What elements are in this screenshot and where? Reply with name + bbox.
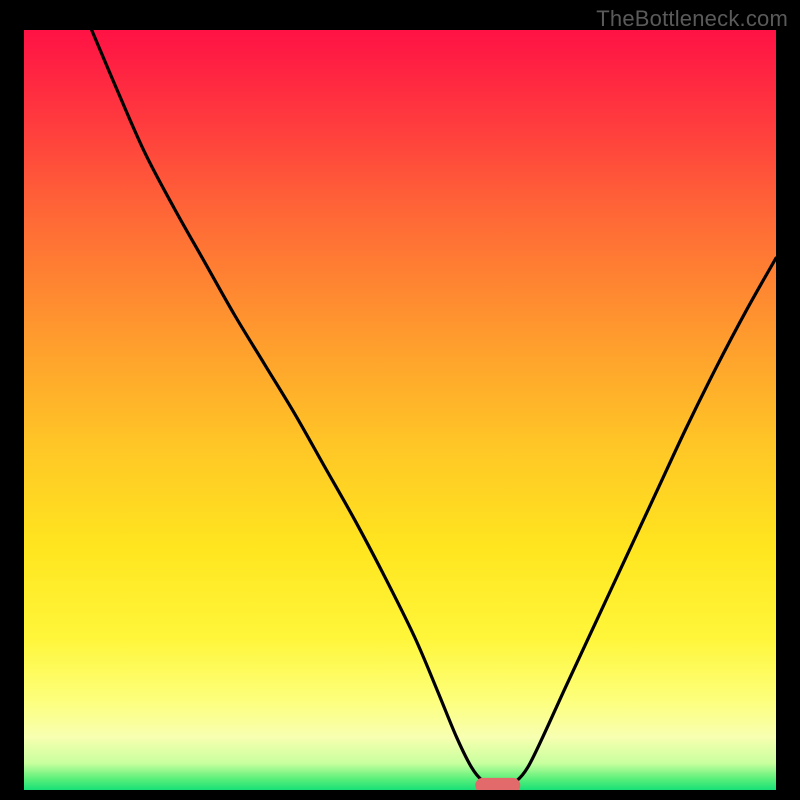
optimal-marker	[475, 778, 520, 790]
chart-frame: TheBottleneck.com	[0, 0, 800, 800]
chart-background	[24, 30, 776, 790]
watermark-text: TheBottleneck.com	[596, 6, 788, 32]
bottleneck-chart	[24, 30, 776, 790]
chart-svg	[24, 30, 776, 790]
